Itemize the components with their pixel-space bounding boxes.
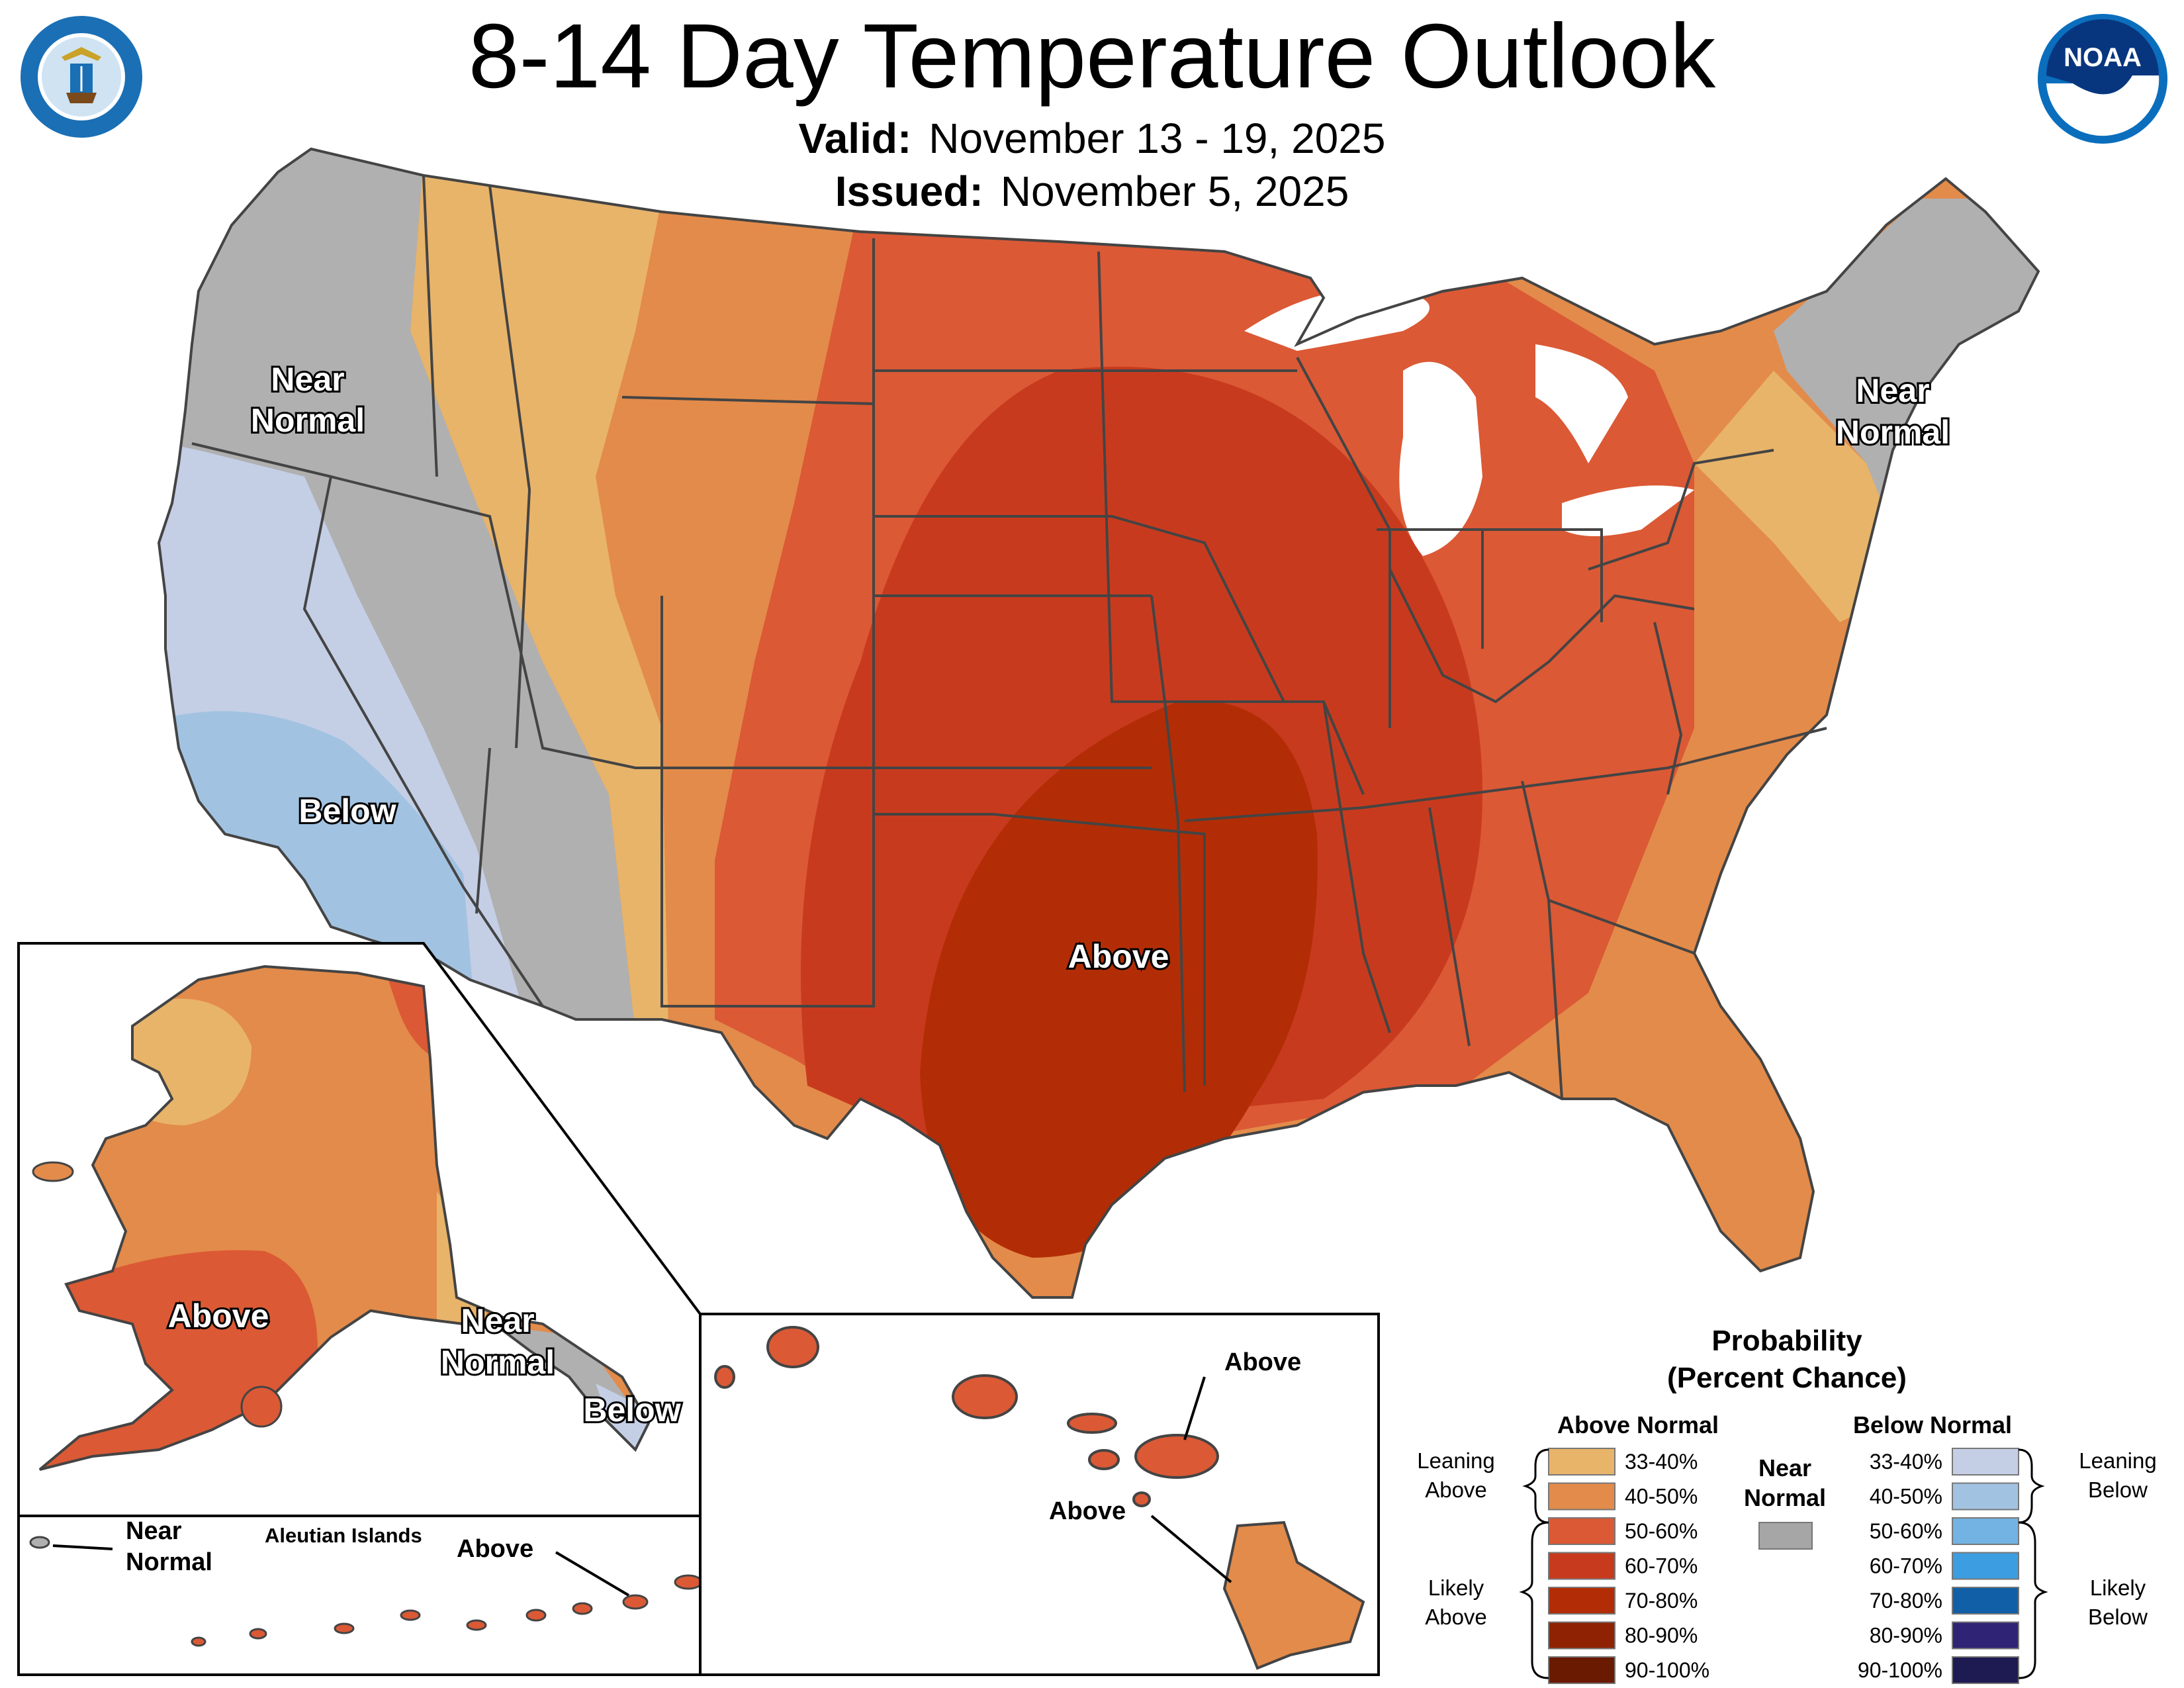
aleutian-above-label: Above — [457, 1535, 533, 1563]
alaska-below-label: Below — [583, 1391, 680, 1429]
valid-dates: Valid: November 13 - 19, 2025 — [0, 114, 2184, 163]
page-title: 8-14 Day Temperature Outlook — [468, 5, 1716, 107]
legend-above-header: Above Normal — [1557, 1411, 1719, 1438]
above-bin-label-0: 33-40% — [1625, 1450, 1698, 1474]
below-bin-swatch-0 — [1952, 1448, 2019, 1476]
leaning-above-line2: Above — [1425, 1477, 1487, 1502]
above-bin-label-6: 90-100% — [1625, 1658, 1709, 1682]
west-near-normal-label-line1: Near — [271, 361, 344, 398]
legend-near-normal-line1: Near — [1758, 1454, 1811, 1481]
likely-above-line2: Above — [1425, 1605, 1487, 1629]
alaska-above-label: Above — [168, 1297, 269, 1335]
valid-value: November 13 - 19, 2025 — [929, 115, 1386, 162]
aleutian-title: Aleutian Islands — [265, 1524, 422, 1547]
aleutian-inset: Aleutian Islands Near Normal Above — [17, 1515, 703, 1676]
legend-near-normal-line2: Normal — [1744, 1484, 1826, 1511]
below-bin-swatch-2 — [1952, 1517, 2019, 1545]
above-bin-swatch-4 — [1548, 1587, 1615, 1615]
above-bin-swatch-5 — [1548, 1621, 1615, 1650]
valid-label: Valid: — [798, 115, 912, 162]
likely-below-line2: Below — [2088, 1605, 2148, 1629]
legend-above-bins: 33-40% 40-50% 50-60% 60-70% 70-80% 80-90% 90-1… — [1548, 1448, 1709, 1684]
below-bin-label-3: 60-70% — [1870, 1554, 1942, 1578]
aleutian-near-normal-line2: Normal — [126, 1548, 212, 1576]
below-bin-swatch-3 — [1952, 1552, 2019, 1580]
hawaii-inset: Above Above — [699, 1313, 1380, 1676]
above-bin-swatch-2 — [1548, 1517, 1615, 1545]
legend-near-normal-swatch — [1758, 1522, 1813, 1550]
leaning-above-line1: Leaning — [1417, 1448, 1494, 1473]
below-bin-swatch-4 — [1952, 1587, 2019, 1615]
above-bin-label-5: 80-90% — [1625, 1624, 1698, 1648]
noaa-logo-icon: NOAA — [2038, 14, 2167, 144]
likely-below-line1: Likely — [2090, 1575, 2146, 1600]
below-bin-label-6: 90-100% — [1858, 1658, 1942, 1682]
issued-label: Issued: — [835, 167, 983, 215]
above-bin-swatch-1 — [1548, 1482, 1615, 1511]
hawaii-above-label-1: Above — [1224, 1348, 1301, 1376]
legend-title-line1: Probability — [1711, 1325, 1862, 1357]
below-bin-label-2: 50-60% — [1870, 1519, 1942, 1543]
above-bin-swatch-0 — [1548, 1448, 1615, 1476]
below-bin-label-4: 70-80% — [1870, 1589, 1942, 1613]
above-bin-swatch-3 — [1548, 1552, 1615, 1580]
legend-below-bins: 33-40% 40-50% 50-60% 60-70% 70-80% 80-90% 90-1… — [1858, 1448, 2019, 1684]
above-bin-label-1: 40-50% — [1625, 1485, 1698, 1509]
below-bin-label-0: 33-40% — [1870, 1450, 1942, 1474]
department-of-commerce-seal-icon — [21, 16, 142, 138]
conus-state-borders — [157, 147, 2040, 1299]
below-label: Below — [298, 792, 396, 829]
above-label: Above — [1068, 938, 1169, 975]
hawaii-above-label-2: Above — [1049, 1497, 1126, 1525]
above-bin-label-2: 50-60% — [1625, 1519, 1698, 1543]
below-bin-label-5: 80-90% — [1870, 1624, 1942, 1648]
legend-title-line2: (Percent Chance) — [1667, 1362, 1907, 1394]
leaning-below-line2: Below — [2088, 1477, 2148, 1502]
northeast-near-normal-label-line1: Near — [1856, 372, 1929, 409]
below-bin-swatch-5 — [1952, 1621, 2019, 1650]
below-bin-swatch-1 — [1952, 1482, 2019, 1511]
likely-above-line1: Likely — [1428, 1575, 1484, 1600]
issued-date: Issued: November 5, 2025 — [0, 167, 2184, 216]
aleutian-near-normal-line1: Near — [126, 1517, 182, 1545]
alaska-near-normal-label-line1: Near — [461, 1302, 534, 1339]
above-bin-label-3: 60-70% — [1625, 1554, 1698, 1578]
alaska-near-normal-label-line2: Normal — [441, 1344, 555, 1381]
above-bin-swatch-6 — [1548, 1656, 1615, 1684]
issued-value: November 5, 2025 — [1000, 167, 1349, 215]
west-near-normal-label-line2: Normal — [251, 402, 365, 439]
below-bin-label-1: 40-50% — [1870, 1485, 1942, 1509]
legend-below-header: Below Normal — [1853, 1411, 2012, 1438]
noaa-logo-text: NOAA — [2064, 43, 2142, 72]
leaning-below-line1: Leaning — [2079, 1448, 2156, 1473]
northeast-near-normal-label-line2: Normal — [1836, 414, 1950, 451]
above-bin-label-4: 70-80% — [1625, 1589, 1698, 1613]
below-bin-swatch-6 — [1952, 1656, 2019, 1684]
legend: Probability (Percent Chance) Above Norma… — [1417, 1325, 2157, 1684]
